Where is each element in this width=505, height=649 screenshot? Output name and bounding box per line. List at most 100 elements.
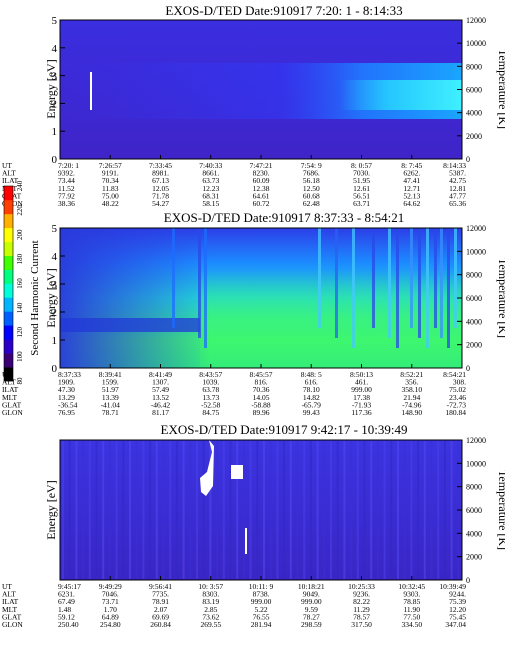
table-cell: 9191. <box>102 169 119 178</box>
panel-3-streak <box>417 441 420 579</box>
panel-3-streak <box>363 441 366 579</box>
table-cell: 10:18:21 <box>298 582 325 591</box>
table-cell: 99.43 <box>303 408 320 417</box>
panel-2-title: EXOS-D/TED Date:910917 8:37:33 - 8:54:21 <box>164 210 404 225</box>
table-cell: 8:52:21 <box>400 370 423 379</box>
table-cell: 65.36 <box>449 199 466 208</box>
panel-3-streak <box>443 441 446 579</box>
table-cell: 7:26:57 <box>99 161 122 170</box>
table-cell: 356. <box>405 378 418 387</box>
panel-3-streak <box>75 441 78 579</box>
panel-3-streak <box>403 441 406 579</box>
table-cell: 78.71 <box>102 408 119 417</box>
row-label: GLON <box>2 620 23 629</box>
panel-2-streak <box>372 228 375 328</box>
panel-3-streak <box>182 441 185 579</box>
table-cell: -71.93 <box>352 400 372 409</box>
right-tick-label: 6000 <box>466 294 482 303</box>
table-cell: 9:45:17 <box>58 582 81 591</box>
table-cell: 260.84 <box>150 620 171 629</box>
table-cell: 63.71 <box>353 199 370 208</box>
table-cell: 12.38 <box>253 184 270 193</box>
table-cell: 7046. <box>102 590 119 599</box>
table-cell: 42.75 <box>449 176 466 185</box>
panel-3-streak <box>336 441 339 579</box>
table-cell: 63.73 <box>202 176 219 185</box>
table-cell: 13.52 <box>152 393 169 402</box>
panel-3-streak <box>162 441 165 579</box>
panel-3: EXOS-D/TED Date:910917 9:42:17 - 10:39:4… <box>2 422 505 629</box>
right-tick-label: 8000 <box>466 62 482 71</box>
table-cell: 57.49 <box>152 385 169 394</box>
right-tick-label: 8000 <box>466 271 482 280</box>
table-cell: -41.04 <box>101 400 121 409</box>
table-cell: 67.13 <box>152 176 169 185</box>
table-cell: 11.29 <box>353 605 370 614</box>
left-tick-label: 2 <box>52 307 58 319</box>
table-cell: 8: 7:45 <box>401 161 422 170</box>
panel-3-streak <box>323 441 326 579</box>
colorbar-swatch <box>4 367 13 382</box>
panel-3-streak <box>397 441 399 579</box>
table-cell: 12.81 <box>449 184 466 193</box>
table-cell: 8230. <box>253 169 270 178</box>
table-cell: 14.82 <box>303 393 320 402</box>
table-cell: 8738. <box>253 590 270 599</box>
panel-3-streak <box>68 441 71 579</box>
panel-2-blue-left <box>60 228 210 368</box>
table-cell: 8661. <box>202 169 219 178</box>
table-cell: 71.78 <box>152 191 169 200</box>
right-tick-label: 8000 <box>466 483 482 492</box>
table-cell: 73.71 <box>102 597 119 606</box>
table-cell: 117.36 <box>351 408 372 417</box>
panel-3-streak <box>283 441 286 579</box>
panel-3-streak <box>356 441 359 579</box>
table-cell: 78.27 <box>303 612 320 621</box>
table-cell: 308. <box>453 378 466 387</box>
table-cell: 8:41:49 <box>149 370 172 379</box>
panel-2-streak <box>396 228 399 348</box>
row-label: ALT <box>2 169 16 178</box>
panel-3-streak <box>88 441 91 579</box>
table-cell: 8:45:57 <box>250 370 273 379</box>
table-cell: 816. <box>254 378 267 387</box>
table-cell: 82.22 <box>353 597 370 606</box>
table-cell: 78.91 <box>152 597 169 606</box>
panel-1-left-ticks: 0 1 2 3 4 5 <box>52 15 65 166</box>
table-cell: 1039. <box>202 378 219 387</box>
table-cell: 269.55 <box>200 620 221 629</box>
table-cell: -36.54 <box>58 400 78 409</box>
table-cell: 13.73 <box>202 393 219 402</box>
table-cell: 12.05 <box>152 184 169 193</box>
panel-2-orbit-table: UTALTILATMLTGLATGLON8:37:331909.47.3013.… <box>2 364 466 417</box>
panel-3-streak <box>370 441 373 579</box>
table-cell: -58.88 <box>251 400 271 409</box>
panel-3-streak <box>303 441 306 579</box>
table-cell: 77.92 <box>58 191 75 200</box>
table-cell: 13.39 <box>102 393 119 402</box>
colorbar-swatch <box>4 325 13 340</box>
right-tick-label: 2000 <box>466 553 482 562</box>
table-cell: 11.52 <box>58 184 75 193</box>
table-cell: 461. <box>355 378 368 387</box>
colorbar: 80 100 120 140 160 180 200 220 240 Second Harmon… <box>3 180 41 385</box>
table-cell: 9.59 <box>305 605 318 614</box>
panel-3-white-line <box>245 528 247 554</box>
table-cell: 1909. <box>58 378 75 387</box>
colorbar-swatch <box>4 339 13 354</box>
table-cell: 1599. <box>102 378 119 387</box>
panel-3-streak <box>450 441 453 579</box>
colorbar-swatch <box>4 241 13 256</box>
table-cell: 9392. <box>58 169 75 178</box>
panel-2-streak <box>410 228 413 328</box>
right-tick-label: 6000 <box>466 506 482 515</box>
right-tick-label: 0 <box>466 155 470 164</box>
table-cell: 12.23 <box>202 184 219 193</box>
colorbar-frame <box>3 185 14 382</box>
table-cell: 281.94 <box>251 620 272 629</box>
left-tick-label: 0 <box>52 363 58 375</box>
panel-3-streak <box>202 441 205 579</box>
panel-3-streak <box>222 441 225 579</box>
table-cell: 8303. <box>202 590 219 599</box>
